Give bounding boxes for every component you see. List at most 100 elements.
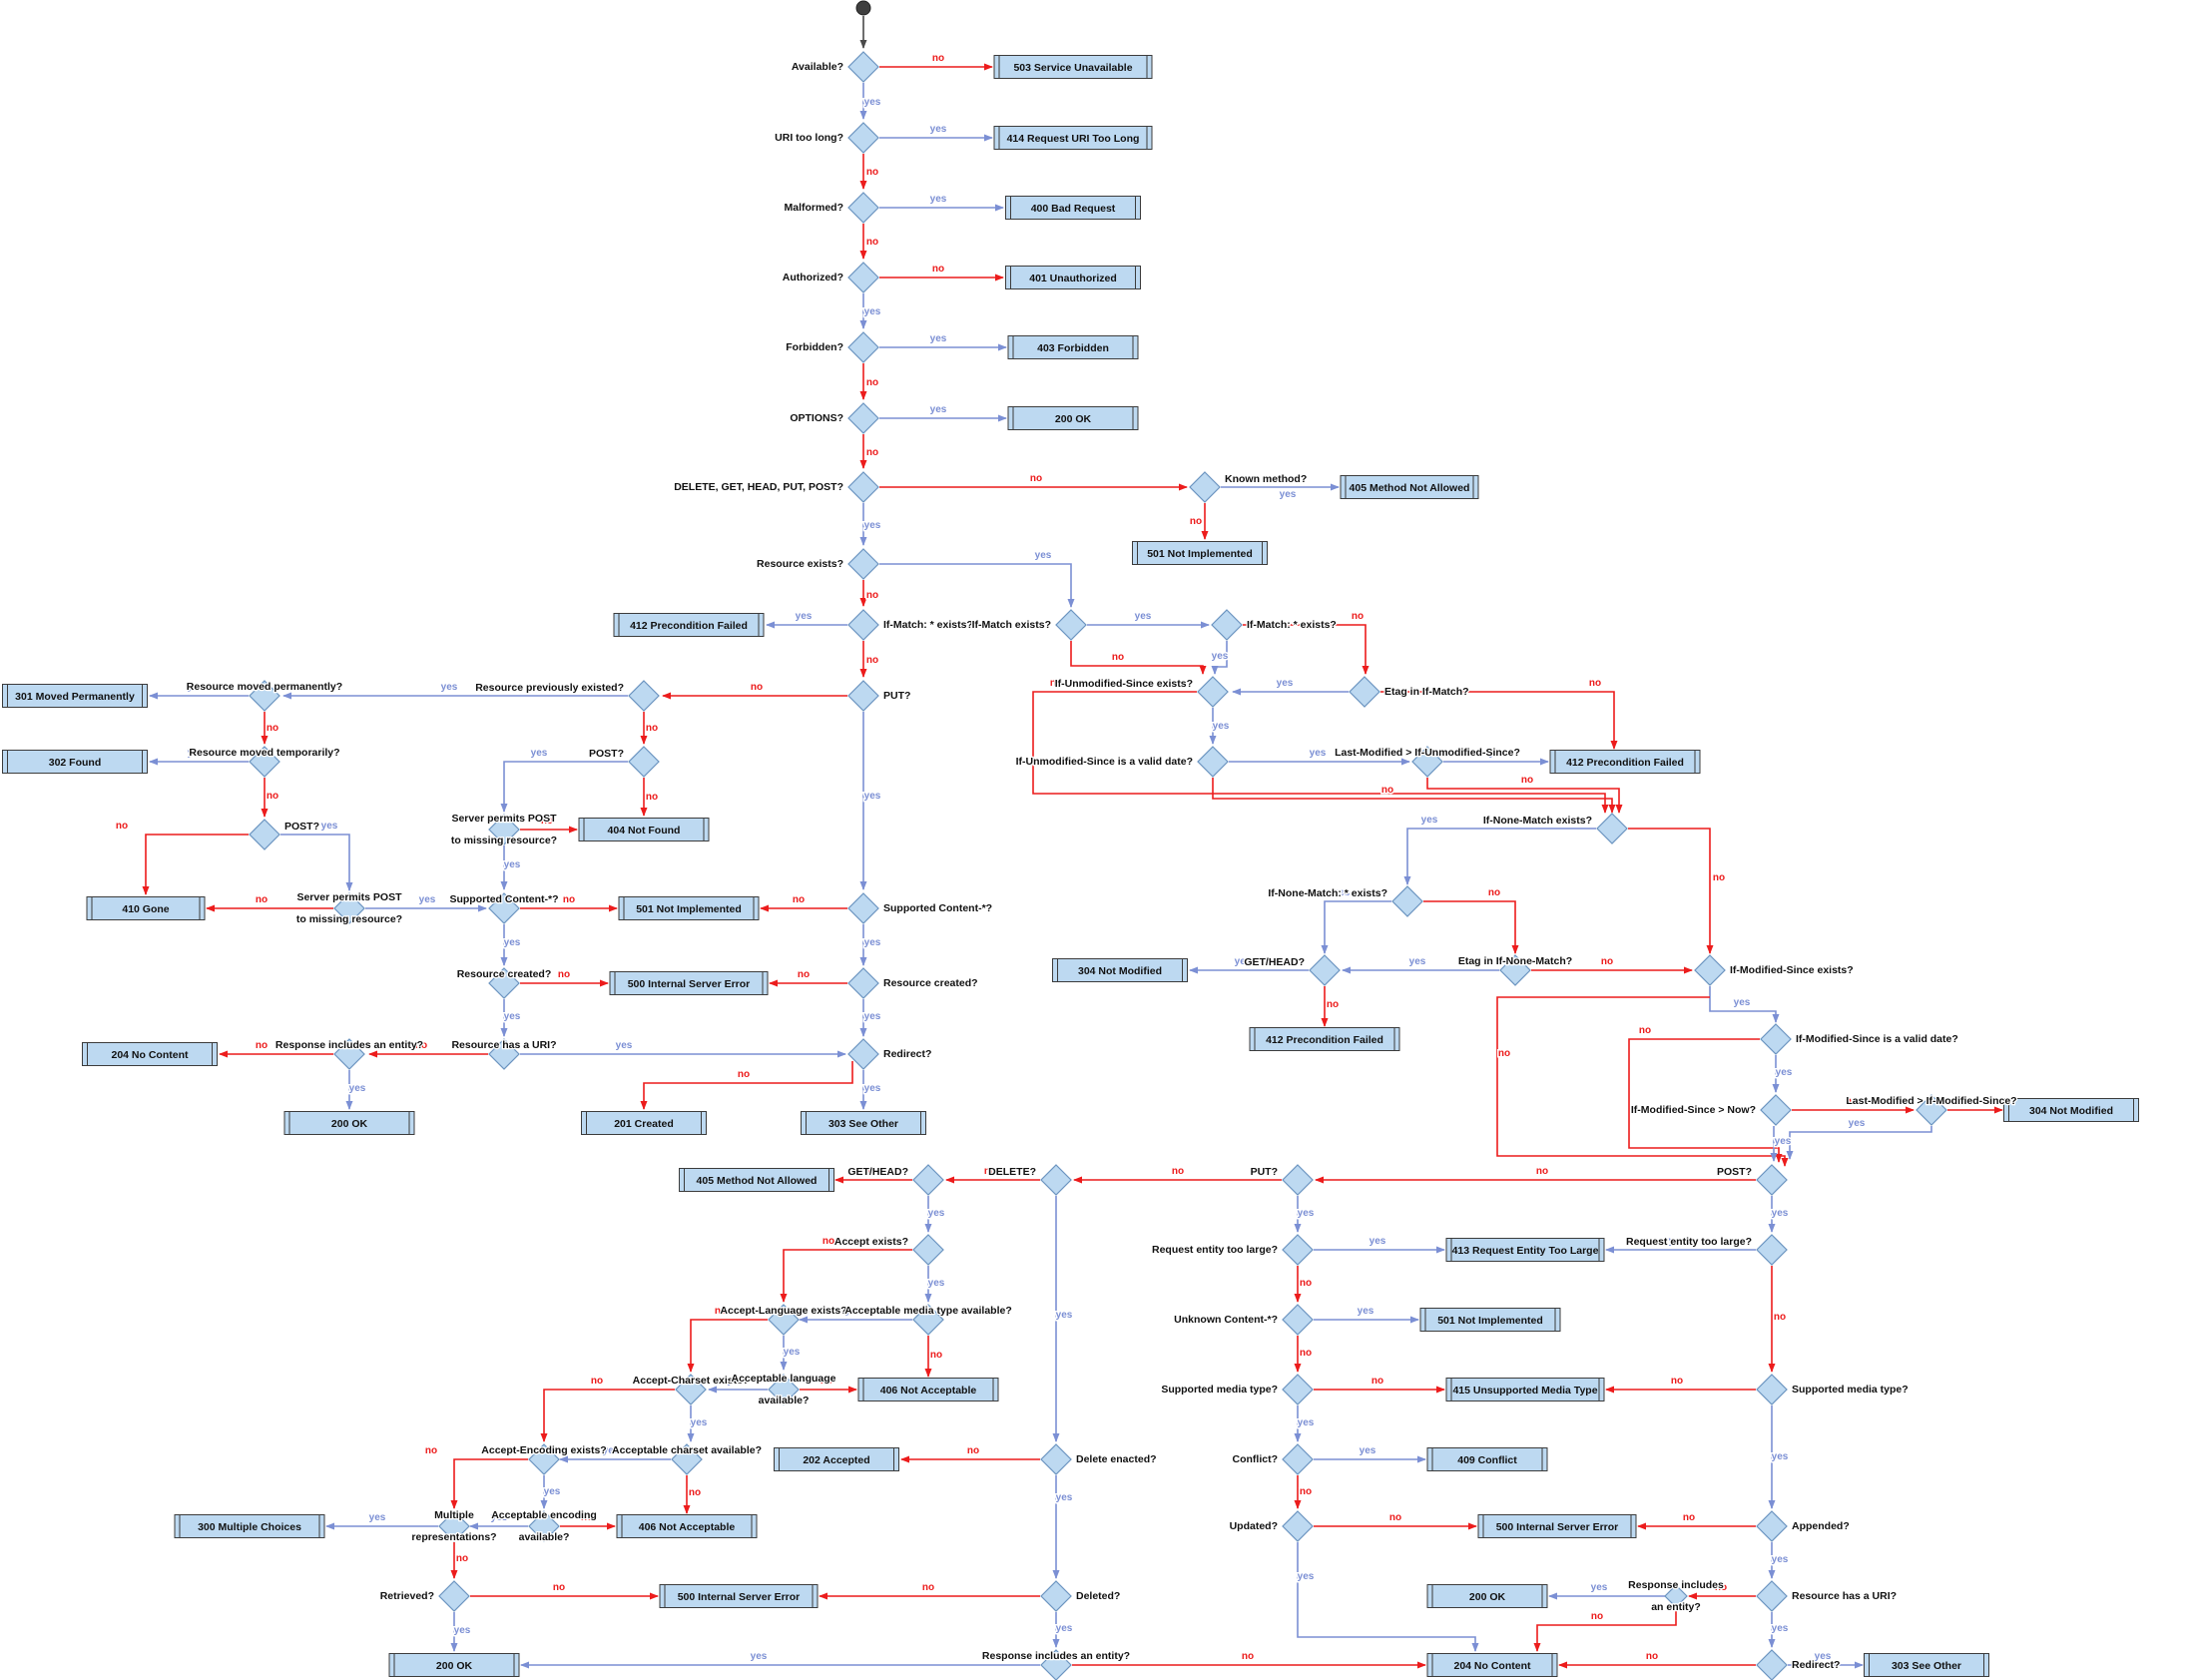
result-410-gone bbox=[86, 896, 206, 920]
decision-request-entity-too-large-1-label: Request entity too large? bbox=[1152, 1244, 1278, 1256]
edge-label-no-51: no bbox=[1112, 652, 1124, 663]
decision-post-1-label: POST? bbox=[589, 748, 624, 760]
edge-label-yes-98: yes bbox=[491, 1512, 508, 1523]
decision-multiple-representations bbox=[438, 1510, 470, 1542]
edge-label-no-85: no bbox=[823, 1236, 834, 1247]
decision-supported-content-1-label: Supported Content-*? bbox=[449, 893, 558, 905]
edge-label-no-113: no bbox=[1300, 1278, 1312, 1289]
edge-label-no-12: no bbox=[866, 447, 878, 458]
edge-label-no-80: no bbox=[1172, 1166, 1184, 1177]
edge-no-62 bbox=[1426, 778, 1623, 814]
edge-label-yes-49: yes bbox=[864, 1083, 881, 1094]
edge-yes-52 bbox=[1211, 641, 1228, 675]
edge-yes-34 bbox=[280, 834, 353, 891]
result-500-internal-server-error-3 bbox=[659, 1584, 819, 1608]
result-204-no-content-1 bbox=[82, 1042, 218, 1066]
edge-label-yes-27: yes bbox=[188, 748, 205, 759]
decision-supported-content-1 bbox=[488, 892, 520, 924]
decision-delete bbox=[1040, 1164, 1072, 1196]
edge-label-yes-3: yes bbox=[930, 124, 947, 135]
decision-request-entity-too-large-2-label: Request entity too large? bbox=[1626, 1236, 1752, 1248]
edge-label-yes-100: yes bbox=[369, 1512, 386, 1523]
result-300-multiple-choices-label: 300 Multiple Choices bbox=[198, 1521, 301, 1533]
decision-last-modified-gt-if-modified-since-label: Last-Modified > If-Modified-Since? bbox=[1846, 1095, 2016, 1107]
result-501-not-implemented-top bbox=[1132, 541, 1268, 565]
edges-layer bbox=[142, 16, 2003, 1669]
edge-label-no-50: no bbox=[738, 1069, 750, 1080]
edge-label-yes-46: yes bbox=[616, 1040, 633, 1051]
decision-resource-moved-temporarily-label: Resource moved temporarily? bbox=[189, 747, 339, 759]
decision-if-modified-since-exists-label: If-Modified-Since exists? bbox=[1730, 964, 1854, 976]
decision-acceptable-media-type bbox=[912, 1304, 944, 1336]
edge-label-yes-118: yes bbox=[1360, 1445, 1376, 1456]
decision-deleted bbox=[1040, 1580, 1072, 1612]
edge-label-yes-48: yes bbox=[349, 1083, 366, 1094]
decision-if-match-star-2-label: If-Match: * exists? bbox=[1247, 619, 1337, 631]
decision-delete-enacted-label: Delete enacted? bbox=[1076, 1453, 1157, 1465]
decision-redirect-1 bbox=[847, 1038, 879, 1070]
edge-no-74 bbox=[1628, 1038, 1783, 1163]
result-304-not-modified-1-label: 304 Not Modified bbox=[1078, 965, 1162, 977]
result-410-gone-label: 410 Gone bbox=[122, 903, 169, 915]
decision-uri-too-long-label: URI too long? bbox=[775, 132, 843, 144]
edge-label-no-64: no bbox=[1713, 872, 1725, 883]
decision-if-modified-since-gt-now-label: If-Modified-Since > Now? bbox=[1631, 1104, 1756, 1116]
decision-supported-content-2-label: Supported Content-*? bbox=[883, 902, 992, 914]
edge-label-yes-63: yes bbox=[1421, 815, 1438, 826]
decision-if-modified-since-exists bbox=[1694, 954, 1726, 986]
edge-label-no-91: no bbox=[821, 1376, 832, 1387]
edge-label-no-1: no bbox=[932, 53, 944, 64]
result-405-method-not-allowed-bottom-label: 405 Method Not Allowed bbox=[697, 1175, 818, 1187]
edge-label-no-95: no bbox=[689, 1487, 701, 1498]
decision-conflict bbox=[1282, 1443, 1314, 1475]
edge-label-no-56: no bbox=[1589, 678, 1601, 689]
result-202-accepted-label: 202 Accepted bbox=[803, 1454, 869, 1466]
edge-label-yes-52: yes bbox=[1212, 651, 1229, 662]
edge-label-no-13: no bbox=[1030, 473, 1042, 484]
edge-label-no-30: no bbox=[646, 792, 658, 803]
result-406-not-acceptable-1 bbox=[857, 1378, 999, 1401]
decision-resource-previously-existed bbox=[628, 680, 660, 712]
decision-accept-encoding-exists bbox=[528, 1443, 560, 1475]
edge-label-no-21: no bbox=[751, 682, 763, 693]
edge-no-60 bbox=[1212, 778, 1616, 814]
edge-label-no-101: no bbox=[456, 1553, 468, 1564]
result-202-accepted bbox=[774, 1447, 899, 1471]
edge-label-yes-88: yes bbox=[784, 1347, 801, 1358]
decision-resource-created-1 bbox=[488, 967, 520, 999]
edge-label-no-43: no bbox=[798, 969, 810, 980]
result-405-method-not-allowed-top bbox=[1340, 475, 1479, 499]
edge-no-64 bbox=[1628, 828, 1714, 954]
decision-supported-media-type-2-label: Supported media type? bbox=[1792, 1384, 1909, 1396]
edge-label-yes-22: yes bbox=[864, 791, 881, 802]
edge-label-yes-44: yes bbox=[864, 1011, 881, 1022]
edge-label-yes-96: yes bbox=[544, 1486, 561, 1497]
decision-get-head-2-label: GET/HEAD? bbox=[847, 1166, 908, 1178]
edge-label-yes-103: yes bbox=[454, 1625, 471, 1636]
edge-label-no-10: no bbox=[866, 377, 878, 388]
decision-if-unmodified-since-exists bbox=[1197, 676, 1229, 708]
edge-label-no-133: no bbox=[1646, 1651, 1658, 1662]
result-303-see-other-1-label: 303 See Other bbox=[828, 1118, 898, 1130]
result-201-created-label: 201 Created bbox=[614, 1118, 674, 1130]
decision-server-permits-post-1-label: to missing resource? bbox=[451, 835, 557, 846]
decision-accept-exists bbox=[912, 1234, 944, 1266]
decision-known-method bbox=[1189, 471, 1221, 503]
edge-no-50 bbox=[640, 1061, 853, 1110]
edge-label-no-89: no bbox=[715, 1306, 727, 1317]
decision-if-match-star-2 bbox=[1211, 609, 1243, 641]
edge-label-yes-112: yes bbox=[1370, 1236, 1386, 1247]
edge-label-no-72: no bbox=[1498, 1048, 1510, 1059]
decision-post-2 bbox=[249, 819, 280, 850]
decision-acceptable-language-label: available? bbox=[759, 1395, 810, 1406]
edge-label-no-116: no bbox=[1372, 1376, 1383, 1387]
decision-if-none-match-star bbox=[1391, 885, 1423, 917]
result-404-not-found-label: 404 Not Found bbox=[608, 825, 681, 837]
edge-label-yes-5: yes bbox=[930, 194, 947, 205]
edge-no-89 bbox=[687, 1319, 768, 1373]
edge-label-no-41: no bbox=[558, 969, 570, 980]
result-400-bad-request-label: 400 Bad Request bbox=[1031, 203, 1116, 215]
edge-label-yes-11: yes bbox=[930, 404, 947, 415]
decision-etag-in-if-match bbox=[1349, 676, 1380, 708]
